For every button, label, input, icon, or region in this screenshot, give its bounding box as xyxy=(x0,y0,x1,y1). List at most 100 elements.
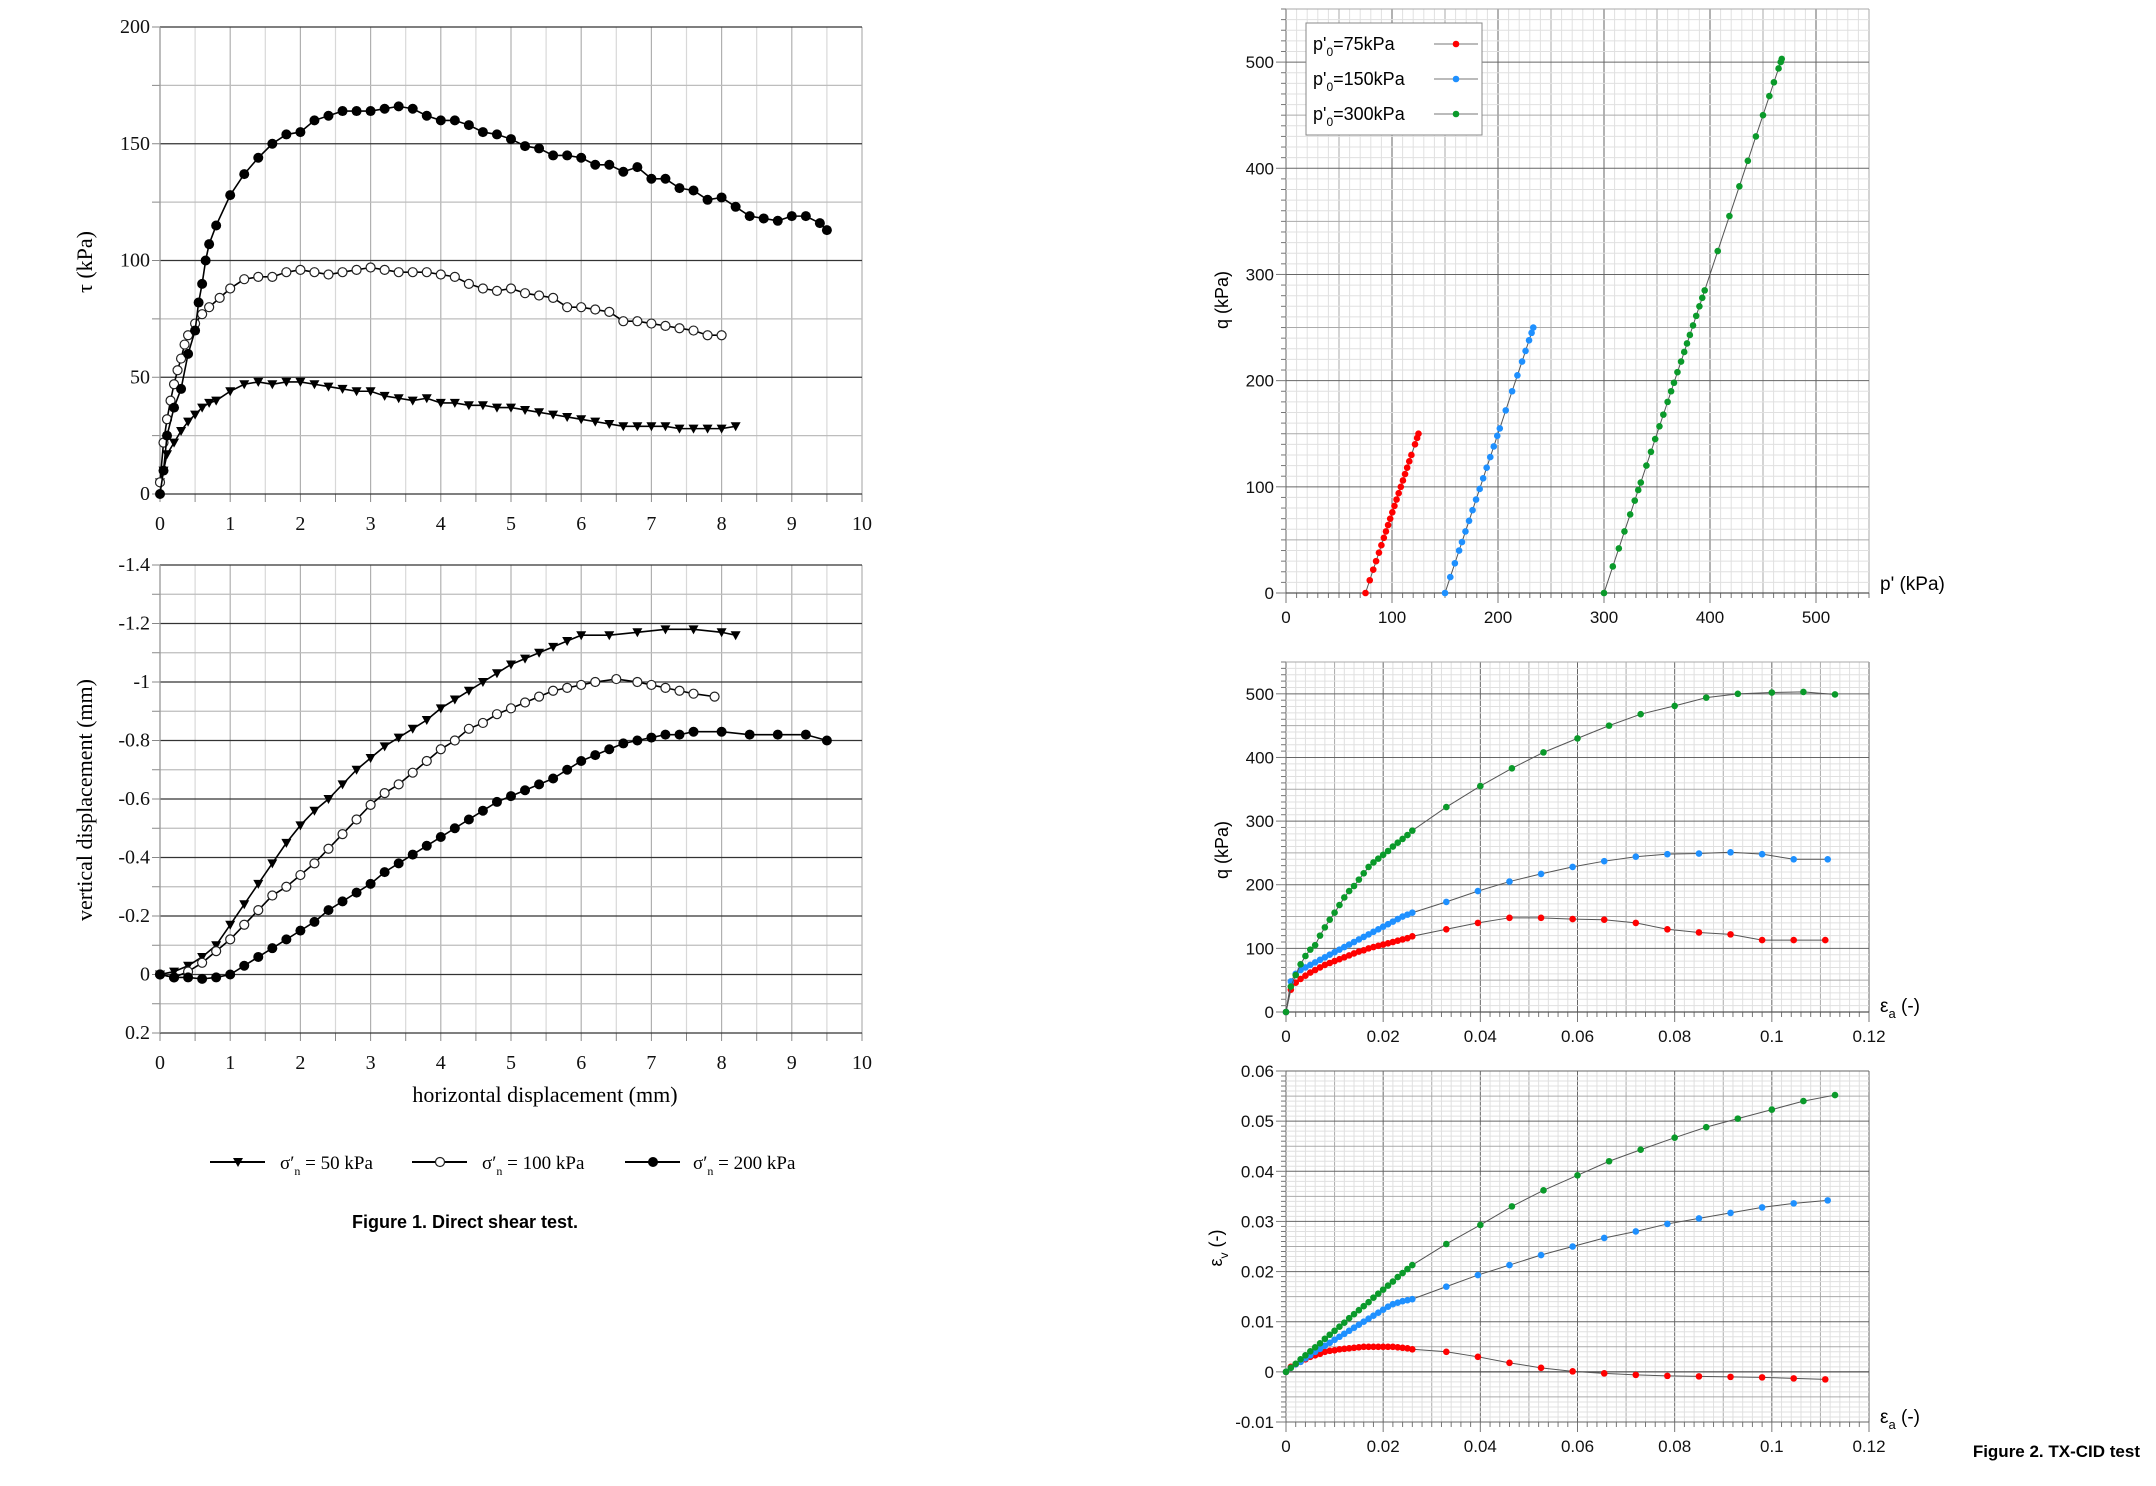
x-axis-title: horizontal displacement (mm) xyxy=(412,1082,677,1107)
data-point xyxy=(1378,541,1385,549)
data-point xyxy=(239,960,250,971)
data-point xyxy=(351,387,362,397)
legend-label: p'0=75kPa xyxy=(1313,34,1396,59)
data-point xyxy=(1341,1330,1348,1338)
data-point xyxy=(295,925,306,936)
data-point xyxy=(1600,1234,1608,1242)
x-tick-label: 0.02 xyxy=(1367,1027,1400,1046)
data-point xyxy=(1384,920,1392,928)
data-point xyxy=(1386,515,1394,522)
data-point xyxy=(1462,528,1469,535)
data-point xyxy=(520,405,531,415)
data-point xyxy=(1696,303,1703,310)
data-point xyxy=(688,726,699,737)
data-point xyxy=(365,754,376,764)
data-point xyxy=(618,738,629,749)
y-tick-label: 0.05 xyxy=(1241,1112,1274,1131)
data-point xyxy=(758,213,769,224)
data-point xyxy=(463,723,474,734)
data-point xyxy=(1632,853,1640,861)
data-point xyxy=(1632,1228,1640,1235)
x-tick-label: 300 xyxy=(1590,608,1618,627)
data-point xyxy=(744,729,755,740)
data-point xyxy=(1790,936,1797,944)
data-point xyxy=(1311,1343,1319,1351)
data-point xyxy=(1345,1344,1353,1352)
data-point xyxy=(1674,368,1681,376)
data-point xyxy=(1778,55,1786,63)
data-point xyxy=(1569,1368,1576,1375)
data-point xyxy=(1660,411,1667,418)
y-tick-label: 0.06 xyxy=(1241,1062,1274,1081)
data-point xyxy=(1403,464,1411,472)
data-point xyxy=(267,890,278,901)
data-point xyxy=(1311,941,1319,949)
data-point xyxy=(1626,511,1634,518)
data-point xyxy=(155,969,165,980)
series-line xyxy=(159,730,828,980)
data-point xyxy=(435,269,446,280)
data-point xyxy=(176,426,187,436)
y-tick-label: 400 xyxy=(1246,159,1274,178)
data-point xyxy=(744,211,755,222)
data-point xyxy=(576,302,587,313)
data-point xyxy=(1389,509,1396,516)
data-point xyxy=(1831,691,1839,698)
data-point xyxy=(709,691,720,702)
y-tick-label: 0 xyxy=(1265,1003,1274,1022)
data-point xyxy=(520,141,531,152)
data-point xyxy=(1302,952,1309,960)
data-point xyxy=(435,744,446,755)
y-tick-label: 0 xyxy=(1265,584,1274,603)
data-point xyxy=(1637,1146,1644,1154)
x-tick-label: 400 xyxy=(1696,608,1724,627)
data-point xyxy=(449,823,460,834)
data-point xyxy=(1522,347,1529,355)
data-point xyxy=(1365,931,1372,938)
data-point xyxy=(491,403,502,413)
data-point xyxy=(1391,502,1398,510)
data-point xyxy=(618,316,629,327)
data-point xyxy=(393,733,404,743)
data-point xyxy=(225,934,236,945)
y-tick-label: 0.03 xyxy=(1241,1212,1274,1231)
legend-label-rest: = 50 kPa xyxy=(300,1153,373,1174)
data-point xyxy=(281,129,292,140)
data-point xyxy=(534,779,545,790)
data-point xyxy=(365,799,376,810)
data-point xyxy=(1759,111,1767,119)
data-point xyxy=(193,297,204,308)
x-tick-label: 0 xyxy=(1281,1437,1290,1456)
data-point xyxy=(393,267,404,278)
series-2 xyxy=(1282,848,1832,1016)
data-point xyxy=(1465,517,1473,525)
data-point xyxy=(576,679,587,691)
series-2 xyxy=(1441,324,1537,597)
data-point xyxy=(1605,1157,1613,1165)
data-point xyxy=(337,780,348,790)
data-point xyxy=(534,648,545,658)
data-point xyxy=(393,101,404,112)
data-point xyxy=(1569,915,1576,923)
data-point xyxy=(491,285,503,296)
data-point xyxy=(1341,1345,1348,1353)
data-point xyxy=(562,764,573,775)
y-tick-label: 100 xyxy=(120,250,150,272)
data-point xyxy=(688,325,699,336)
x-tick-label: 0.12 xyxy=(1852,1027,1885,1046)
data-point xyxy=(211,941,222,951)
data-point xyxy=(183,348,194,359)
data-point xyxy=(155,489,165,499)
data-point xyxy=(646,422,657,432)
data-point xyxy=(172,365,183,376)
data-point xyxy=(281,838,292,848)
data-point xyxy=(1458,538,1466,546)
data-point xyxy=(449,695,460,705)
data-point xyxy=(267,138,278,149)
data-point xyxy=(1316,932,1324,939)
data-point xyxy=(1821,1376,1829,1383)
y-tick-label: 200 xyxy=(120,16,150,38)
data-point xyxy=(1394,1343,1402,1351)
y-tick-label: 0 xyxy=(140,483,150,505)
legend-label-subscript: 0 xyxy=(1326,45,1333,59)
